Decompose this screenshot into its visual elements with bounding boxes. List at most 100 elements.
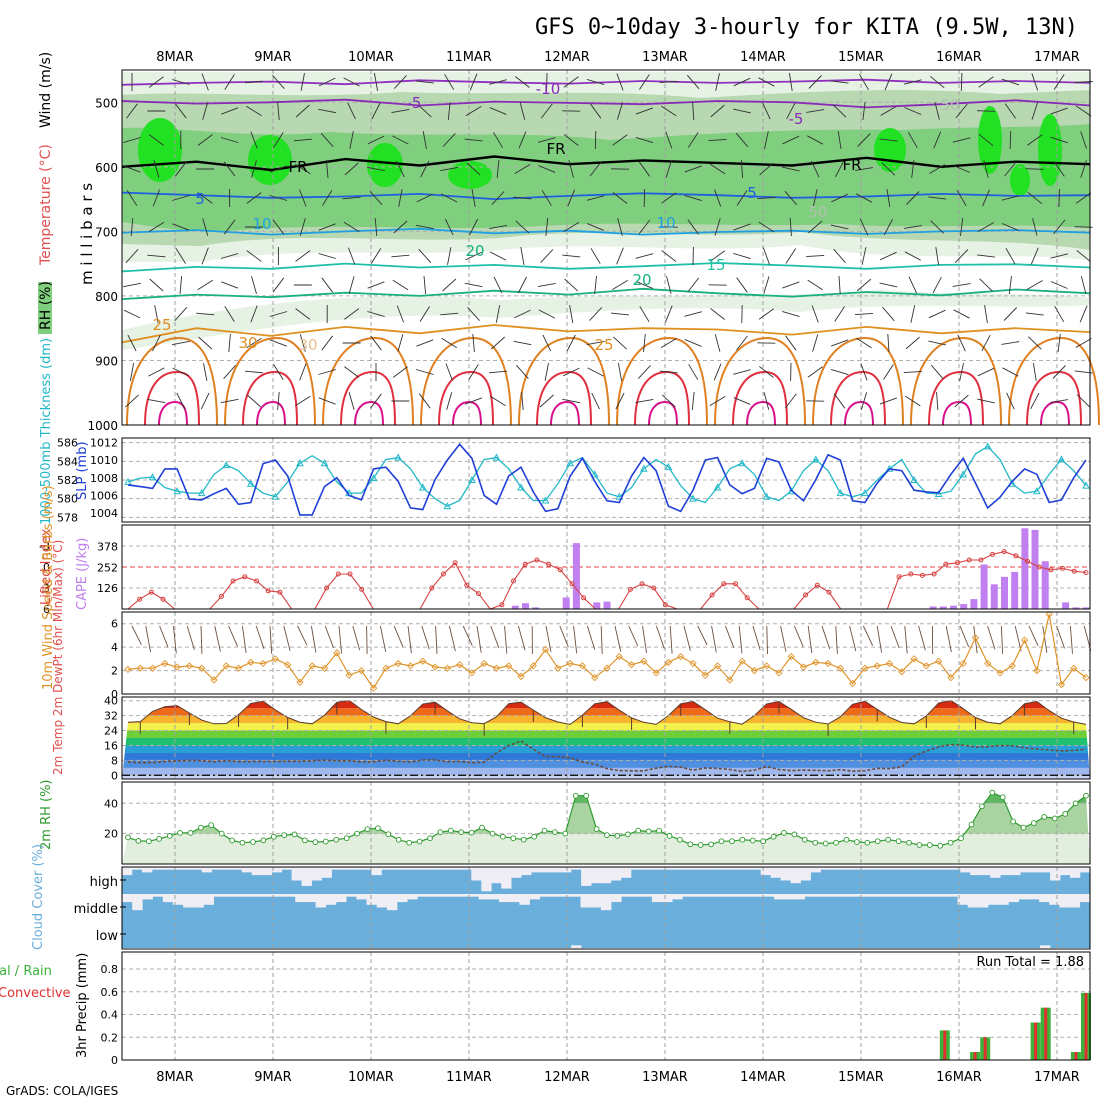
temp2m-color-fill: [122, 699, 1090, 779]
precip-tick-label: 0.6: [101, 986, 119, 999]
wind10m-barb: [614, 625, 622, 652]
lifted-index-marker: [1013, 553, 1019, 559]
warm-lobe-core: [550, 400, 580, 426]
top-date-label: 17MAR: [1034, 50, 1080, 65]
wind-barb: [272, 277, 285, 293]
thickness-marker: [934, 489, 943, 497]
wind-barb: [1050, 136, 1068, 144]
wind-barb: [397, 334, 404, 352]
wind-barb: [612, 280, 628, 290]
wind-barb: [246, 105, 262, 117]
rh2m-marker: [1020, 824, 1027, 831]
thickness-marker: [566, 459, 574, 467]
wind-barb: [879, 138, 898, 142]
cloud-gap-cell: [1069, 894, 1081, 908]
cloud-gap-cell: [211, 867, 223, 870]
cloud-gap-cell: [461, 867, 472, 870]
wind10m-marker: [308, 662, 316, 670]
wind-barb: [154, 305, 159, 323]
wind-barb: [610, 312, 630, 316]
bottom-date-label: 13MAR: [642, 1070, 688, 1085]
wind-barb: [514, 164, 531, 174]
cape-bar: [1041, 561, 1049, 609]
wind-barb: [174, 306, 188, 322]
wind-barb: [1076, 394, 1091, 408]
pressure-axis-ticks: 500 600 700 800 900 1000: [87, 96, 118, 433]
lifted-index-marker: [230, 578, 236, 584]
wind10m-marker: [382, 664, 390, 672]
cloud-gap-cell: [916, 894, 928, 897]
cloud-gap-cell: [641, 894, 653, 897]
wind-barb: [490, 336, 506, 350]
top-date-label: 9MAR: [254, 50, 291, 65]
cloud-gap-cell: [820, 867, 831, 870]
wind-barb: [172, 223, 190, 231]
bottom-date-label: 15MAR: [838, 1070, 884, 1085]
cloud-cover-frame: [121, 866, 1091, 950]
lifted-index-marker: [359, 586, 365, 592]
cloud-gap-cell: [662, 894, 673, 903]
cape-tick-label: 378: [97, 541, 118, 554]
rh2m-marker: [520, 836, 527, 843]
bottom-date-axis: 8MAR 9MAR 10MAR 11MAR 12MAR 13MAR 14MAR 15MAR 16…: [156, 1070, 1080, 1085]
warm-lobe-inner: [438, 370, 494, 426]
wind-barb: [250, 305, 258, 323]
cloud-gap-cell: [621, 867, 632, 878]
wind-barb: [367, 281, 385, 289]
wind10m-marker: [775, 669, 783, 677]
cloud-gap-cell: [132, 867, 143, 870]
lifted-index-marker: [440, 571, 446, 577]
wind-barb: [617, 218, 623, 236]
cloud-gap-cell: [264, 894, 276, 897]
rh2m-marker: [604, 832, 610, 838]
wind-barb: [344, 308, 360, 320]
precip-panel: 0.8 0.6 0.4 0.2 0 Run Total = 1.88 3hr Preci…: [0, 951, 1091, 1067]
wind10m-marker: [1057, 680, 1066, 689]
cloud-gap-cell: [998, 894, 1009, 905]
wind-barb: [639, 74, 650, 90]
slp-axis-label: SLP (mb): [75, 441, 90, 500]
wind10m-barb: [476, 625, 482, 653]
rh2m-marker: [833, 839, 839, 846]
cloud-gap-cell: [181, 867, 193, 870]
cloud-gap-cell: [927, 894, 938, 897]
wind-barb: [591, 392, 600, 410]
rh2m-marker: [854, 839, 860, 845]
wind10m-marker: [787, 652, 795, 661]
lifted-index-marker: [265, 588, 271, 594]
cloud-gap-cell: [1079, 894, 1091, 903]
temp-color-band: [122, 767, 1090, 776]
cloud-gap-cell: [366, 894, 377, 905]
warm-lobe-outer: [126, 336, 218, 426]
bottom-date-label: 9MAR: [254, 1070, 291, 1085]
thickness-marker: [738, 459, 746, 467]
wind-barb: [415, 224, 434, 230]
precip-frame: [121, 951, 1091, 1061]
wind-barb: [318, 108, 337, 114]
wind-barb: [830, 368, 849, 376]
wind-barb: [396, 160, 405, 178]
thickness-marker: [762, 492, 771, 500]
wind10m-marker: [259, 659, 267, 668]
wind-barb: [518, 131, 527, 149]
thickness-tick-label: 578: [57, 511, 78, 524]
wind-barb: [1003, 307, 1018, 321]
wind-barb: [713, 363, 722, 381]
slp-tick-label: 1006: [90, 489, 118, 502]
cape-bar: [960, 604, 968, 609]
cloud-gap-cell: [650, 867, 662, 870]
wind-barb: [446, 392, 453, 410]
wind-barb: [1079, 305, 1088, 323]
pressure-tick-label: 600: [95, 161, 118, 175]
wind-barb: [635, 107, 654, 115]
wind10m-marker: [922, 662, 930, 670]
wind-barb: [464, 138, 483, 142]
wind-barb: [344, 366, 360, 378]
wind-barb: [251, 160, 257, 178]
cloud-gap-cell: [251, 867, 262, 876]
wind-barb: [295, 250, 311, 262]
wind-barb: [1075, 192, 1092, 204]
rh2m-marker: [583, 792, 590, 799]
cape-bar: [1011, 571, 1019, 609]
wind-barb: [318, 223, 336, 231]
